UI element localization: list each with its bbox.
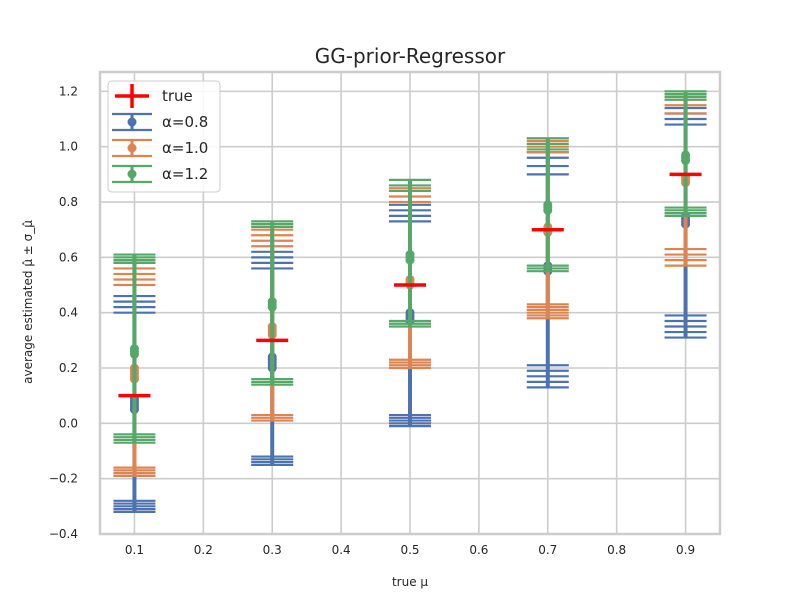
legend-label: true: [162, 87, 193, 105]
mean-point: [543, 200, 553, 210]
x-tick-label: 0.9: [676, 543, 695, 557]
x-tick-label: 0.5: [400, 543, 419, 557]
legend-label: α=0.8: [162, 113, 208, 131]
y-axis-label: average estimated μ̂ ± σ_μ̂: [21, 220, 35, 384]
series-α=1.2: [113, 90, 707, 444]
legend-entry: α=0.8: [112, 112, 208, 132]
legend-box: [107, 80, 221, 193]
y-tick-label: −0.4: [49, 527, 78, 541]
x-tick-label: 0.1: [125, 543, 144, 557]
y-tick-labels: −0.4 −0.2 0.0 0.2 0.4 0.6 0.8 1.0 1.2: [49, 84, 78, 541]
y-tick-label: 0.4: [59, 306, 78, 320]
y-tick-label: 0.0: [59, 416, 78, 430]
y-tick-label: 1.0: [59, 140, 78, 154]
y-tick-label: 0.6: [59, 250, 78, 264]
mean-point: [267, 297, 277, 307]
x-tick-label: 0.7: [538, 543, 557, 557]
error-bar-series: [113, 90, 707, 513]
legend-label: α=1.0: [162, 139, 208, 157]
x-tick-labels: 0.1 0.2 0.3 0.4 0.5 0.6 0.7 0.8 0.9: [125, 543, 695, 557]
y-tick-label: −0.2: [49, 472, 78, 486]
legend-entry: α=1.0: [112, 138, 208, 158]
x-tick-label: 0.6: [469, 543, 488, 557]
true-value-markers: [118, 172, 702, 398]
y-tick-label: 0.8: [59, 195, 78, 209]
legend-entry: α=1.2: [112, 164, 208, 184]
y-tick-label: 1.2: [59, 84, 78, 98]
x-tick-label: 0.3: [263, 543, 282, 557]
x-tick-label: 0.4: [332, 543, 351, 557]
mean-point: [129, 344, 139, 354]
legend-marker: [127, 169, 137, 179]
plot-frame: [98, 70, 722, 536]
chart-title: GG-prior-Regressor: [315, 44, 506, 68]
legend-label: α=1.2: [162, 165, 208, 183]
legend-marker: [127, 117, 137, 127]
legend: true α=0.8 α=1.0 α=1.2: [107, 80, 221, 193]
y-tick-label: 0.2: [59, 361, 78, 375]
legend-marker: [127, 143, 137, 153]
legend-entry: true: [115, 84, 193, 108]
x-tick-label: 0.8: [607, 543, 626, 557]
mean-point: [681, 150, 691, 160]
mean-point: [405, 250, 415, 260]
x-axis-label: true μ: [392, 575, 428, 589]
x-tick-label: 0.2: [194, 543, 213, 557]
